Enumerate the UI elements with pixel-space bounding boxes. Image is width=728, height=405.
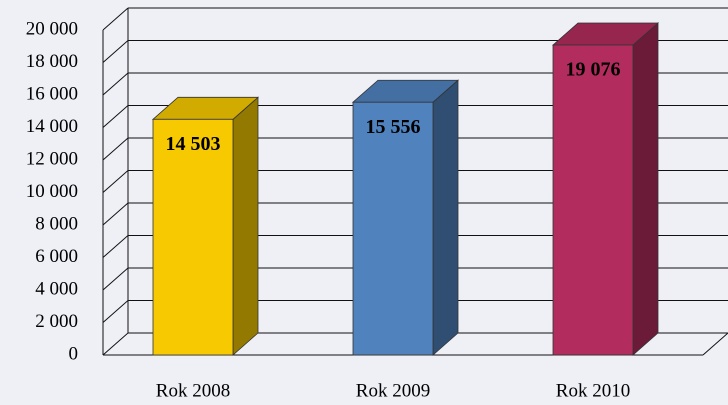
bar [552,44,634,356]
grid-line-side [102,72,129,96]
x-tick-label: Rok 2009 [356,380,430,401]
data-label: 19 076 [566,59,621,81]
grid-line-side [102,105,129,128]
y-tick-label: 12 000 [26,148,78,169]
bar-side [232,96,259,356]
y-tick-label: 8 000 [35,213,78,234]
y-tick-label: 20 000 [26,18,78,39]
y-tick-label: 4 000 [35,278,78,299]
x-tick-label: Rok 2010 [556,380,630,401]
grid-line-side [102,332,129,356]
grid-line-side [102,137,129,161]
y-tick-label: 18 000 [26,51,78,72]
grid-line-side [102,7,129,31]
y-tick-label: 2 000 [35,311,78,332]
grid-line-side [102,267,129,291]
data-label: 15 556 [366,116,421,138]
grid-line-side [102,40,129,63]
grid-line-side [102,300,129,323]
bar [152,118,234,356]
y-tick-label: 14 000 [26,116,78,137]
bar-side [432,79,459,356]
bar [352,101,434,356]
x-axis-end [702,332,728,356]
y-tick-label: 10 000 [26,181,78,202]
y-tick-label: 16 000 [26,83,78,104]
grid-line-side [102,235,129,258]
data-label: 14 503 [166,133,221,155]
grid-line-side [102,202,129,226]
y-tick-label: 6 000 [35,246,78,267]
bar-side [632,22,659,356]
grid-line-side [102,170,129,193]
x-tick-label: Rok 2008 [156,380,230,401]
y-tick-label: 0 [69,343,79,364]
